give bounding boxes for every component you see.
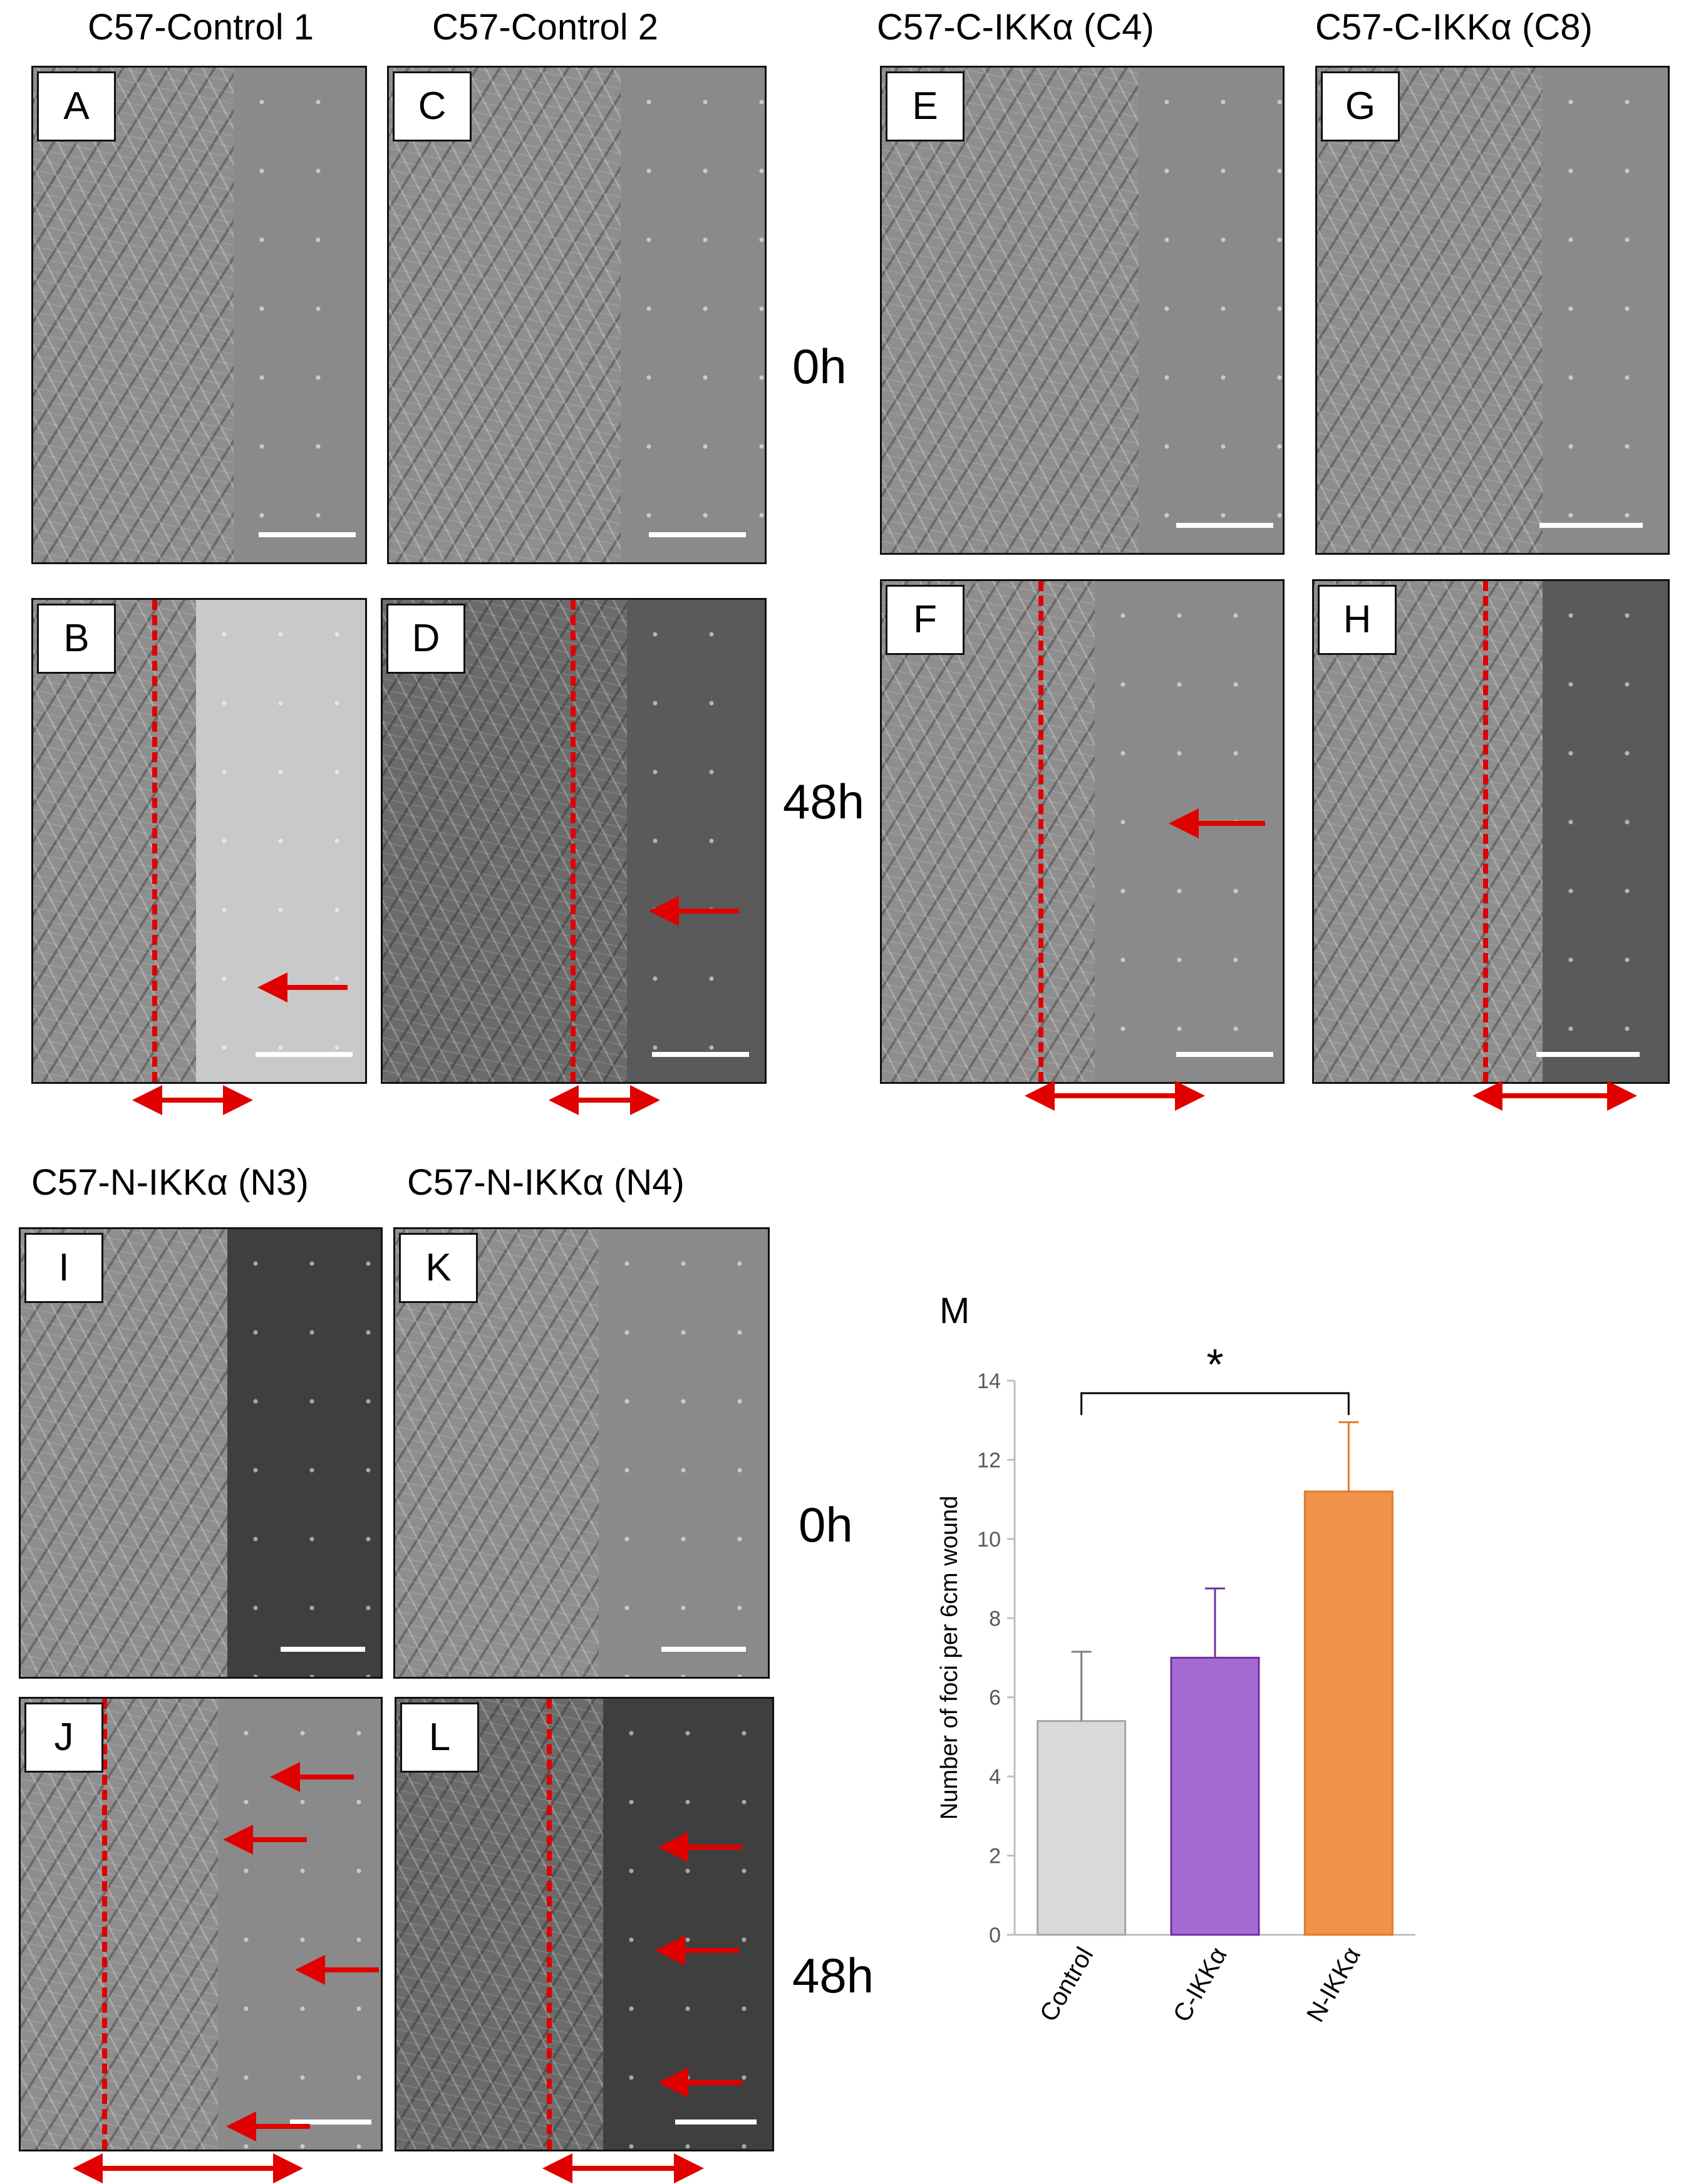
micrograph-panel-h: H	[1312, 579, 1670, 1084]
panel-letter-d: D	[386, 604, 465, 674]
micrograph-panel-e: E	[880, 66, 1285, 555]
time-label-48h-bottom: 48h	[792, 1948, 874, 2003]
chart-panel-letter: M	[939, 1290, 970, 1331]
bar-1	[1170, 1657, 1260, 1936]
time-label-48h-top: 48h	[783, 774, 865, 829]
y-axis-label: Number of foci per 6cm wound	[936, 1496, 963, 1820]
y-tick-label: 8	[989, 1607, 1001, 1630]
scale-bar	[281, 1647, 365, 1652]
micrograph-panel-g: G	[1315, 66, 1670, 555]
scale-bar	[649, 532, 746, 537]
scale-bar	[259, 532, 356, 537]
panel-letter-k: K	[399, 1233, 478, 1303]
micrograph-panel-d: D	[381, 598, 767, 1084]
x-tick-label: Control	[1035, 1943, 1099, 2027]
micrograph-panel-c: C	[387, 66, 767, 564]
scale-bar	[652, 1052, 749, 1057]
bar-0	[1037, 1720, 1127, 1936]
scale-bar	[1176, 1052, 1273, 1057]
y-tick-label: 12	[977, 1448, 1001, 1472]
micrograph-panel-k: K	[393, 1227, 770, 1679]
scale-bar	[1176, 523, 1273, 528]
panel-letter-a: A	[37, 71, 116, 142]
scale-bar	[1539, 523, 1643, 528]
y-tick-label: 2	[989, 1845, 1001, 1868]
foci-bar-chart: 0 2 4 6 8 10 12 14 Number of foci per 6cm wound C…	[936, 1346, 1415, 2027]
panel-letter-b: B	[37, 604, 116, 674]
time-label-0h-bottom: 0h	[799, 1497, 853, 1552]
panel-letter-c: C	[393, 71, 472, 142]
panel-letter-j: J	[24, 1702, 103, 1773]
scale-bar	[256, 1052, 353, 1057]
time-label-0h-top: 0h	[792, 339, 847, 394]
column-title-n-ikka-n3: C57-N-IKKα (N3)	[31, 1162, 309, 1203]
y-tick-label: 0	[989, 1924, 1001, 1947]
micrograph-panel-b: B	[31, 598, 367, 1084]
column-title-c-ikka-c8: C57-C-IKKα (C8)	[1315, 7, 1593, 48]
x-tick-label: C-IKKα	[1168, 1943, 1233, 2027]
scale-bar	[661, 1647, 746, 1652]
micrograph-panel-i: I	[19, 1227, 383, 1679]
y-tick-label: 4	[989, 1765, 1001, 1789]
column-title-n-ikka-n4: C57-N-IKKα (N4)	[407, 1162, 685, 1203]
y-tick-label: 14	[977, 1369, 1001, 1393]
micrograph-panel-f: F	[880, 579, 1285, 1084]
micrograph-panel-j: J	[19, 1697, 383, 2151]
x-tick-label: N-IKKα	[1301, 1943, 1366, 2027]
panel-letter-f: F	[886, 585, 965, 655]
y-tick-label: 6	[989, 1686, 1001, 1710]
bar-2	[1303, 1490, 1394, 1936]
panel-letter-i: I	[24, 1233, 103, 1303]
significance-bracket	[1080, 1392, 1350, 1415]
scale-bar	[290, 2120, 371, 2125]
panel-letter-g: G	[1321, 71, 1400, 142]
column-title-control-2: C57-Control 2	[432, 7, 659, 48]
panel-letter-e: E	[886, 71, 965, 142]
panel-letter-h: H	[1318, 585, 1397, 655]
column-title-c-ikka-c4: C57-C-IKKα (C4)	[877, 7, 1154, 48]
column-title-control-1: C57-Control 1	[88, 7, 314, 48]
significance-star: *	[1206, 1346, 1223, 1389]
scale-bar	[1536, 1052, 1640, 1057]
scale-bar	[675, 2120, 757, 2125]
micrograph-panel-a: A	[31, 66, 367, 564]
y-tick-label: 10	[977, 1528, 1001, 1552]
panel-letter-l: L	[400, 1702, 479, 1773]
